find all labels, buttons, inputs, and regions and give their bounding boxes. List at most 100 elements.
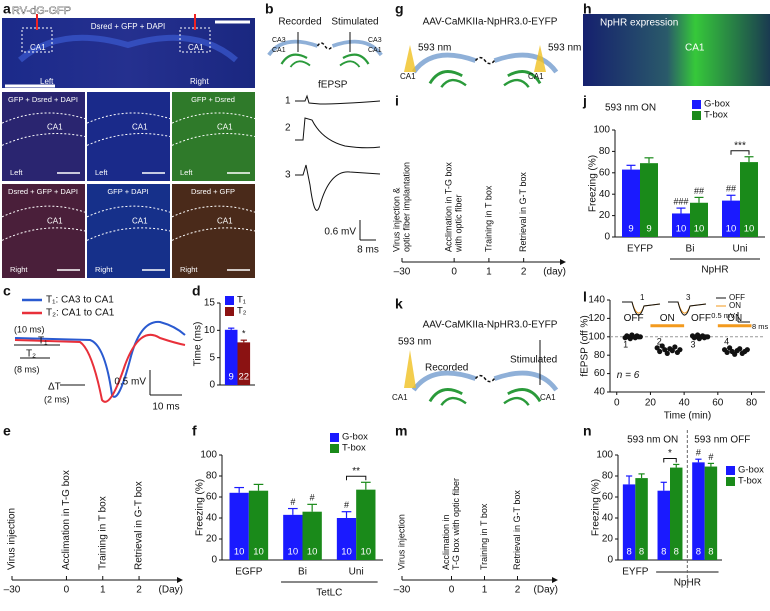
layer-outline xyxy=(1,112,86,124)
label: 2 xyxy=(515,585,521,596)
bar xyxy=(657,490,670,560)
timeline-event: optic fiber implantation xyxy=(401,162,411,252)
y-tick-label: 60 xyxy=(602,492,614,503)
n-label: 10 xyxy=(726,224,737,235)
timeline-arrow xyxy=(560,259,566,265)
label: 0 xyxy=(64,585,70,596)
label: –30 xyxy=(4,585,21,596)
y-tick-label: 10 xyxy=(204,325,216,336)
period-label: ON xyxy=(660,313,675,324)
n-label: 8 xyxy=(639,547,644,558)
bar xyxy=(302,511,322,560)
layer-outline xyxy=(171,205,256,218)
timeline-event: Acclimation in xyxy=(441,514,451,570)
y-tick-label: 60 xyxy=(206,492,218,503)
bar xyxy=(704,466,718,560)
layer-outline xyxy=(171,112,256,124)
hippocampus xyxy=(331,39,383,57)
bar xyxy=(356,489,376,560)
label: 8 ms xyxy=(752,322,769,331)
label: 0.5 mV xyxy=(114,377,146,388)
midline xyxy=(316,42,334,50)
data-point xyxy=(669,348,675,354)
y-tick-label: 0 xyxy=(607,555,613,566)
n-label: 10 xyxy=(253,547,264,558)
period-label: ON xyxy=(727,313,742,324)
significance: ## xyxy=(694,186,704,196)
sample-label: 2 xyxy=(657,337,662,347)
legend-swatch xyxy=(225,296,234,305)
layer-outline xyxy=(86,205,171,218)
hippocampus xyxy=(411,52,477,74)
bar xyxy=(672,213,690,237)
sample-label: 1 xyxy=(623,339,628,349)
x-tick-label: 20 xyxy=(645,398,657,409)
bracket xyxy=(346,475,367,481)
label: Right xyxy=(180,265,198,274)
significance: # xyxy=(290,497,295,507)
label: Dsred + GFP + DAPI xyxy=(91,22,166,31)
y-tick-label: 40 xyxy=(594,387,606,398)
label: 1 xyxy=(482,585,488,596)
label: 2 xyxy=(136,585,142,596)
layer-outline xyxy=(1,227,86,241)
label: CA1 xyxy=(47,123,63,132)
label: 1 xyxy=(486,267,492,278)
timeline-event: Retrieval in G-T box xyxy=(134,481,145,570)
label: RV-dG-Dsred xyxy=(165,5,231,17)
label: (2 ms) xyxy=(44,394,70,404)
label: 593 nm xyxy=(418,43,451,54)
label: Recorded xyxy=(425,363,468,374)
chart-title: 593 nm ON xyxy=(605,103,656,114)
legend-label: T-box xyxy=(342,443,366,454)
trace-t2 xyxy=(14,333,186,403)
n-label: 8 xyxy=(674,547,679,558)
n-label: 10 xyxy=(361,547,372,558)
label: CA1 xyxy=(272,47,286,54)
y-tick-label: 80 xyxy=(602,471,614,482)
timeline-event: with optic fiber xyxy=(453,194,463,253)
label: Right xyxy=(10,265,28,274)
bar xyxy=(640,163,658,237)
panel-letter: k xyxy=(395,296,403,312)
y-tick-label: 140 xyxy=(588,295,605,306)
significance: * xyxy=(242,329,246,339)
section-label: 593 nm OFF xyxy=(694,435,750,446)
timeline-event: Acclimation in T-G box xyxy=(61,470,72,570)
bar xyxy=(722,200,740,237)
micrograph xyxy=(87,92,170,181)
dentate xyxy=(503,396,530,406)
y-tick-label: 60 xyxy=(594,368,606,379)
label: OFF xyxy=(729,293,745,302)
bar xyxy=(237,342,251,385)
label: 2 xyxy=(285,123,291,134)
label: CA1 xyxy=(132,123,148,132)
x-tick-label: EYFP xyxy=(622,567,648,578)
timeline-arrow xyxy=(552,577,558,583)
y-tick-label: 100 xyxy=(588,331,605,342)
layer-outline xyxy=(1,205,86,218)
timeline-event: Retrieval in G-T box xyxy=(512,490,522,570)
section-label: 593 nm ON xyxy=(627,435,678,446)
bar xyxy=(229,492,249,560)
label: (8 ms) xyxy=(14,364,40,374)
label: 1 xyxy=(285,96,291,107)
y-tick-label: 100 xyxy=(593,125,610,136)
n-label: 8 xyxy=(708,547,713,558)
n-label: 9 xyxy=(646,224,651,235)
timeline-event: Training in T box xyxy=(97,496,108,570)
data-point xyxy=(732,351,738,357)
dentate xyxy=(507,388,542,403)
label: CA3 xyxy=(272,37,286,44)
timeline-event: Acclimation in T-G box xyxy=(444,162,454,252)
data-point xyxy=(637,334,643,340)
x-tick-label: EGFP xyxy=(235,567,263,578)
dentate xyxy=(289,60,311,68)
y-tick-label: 60 xyxy=(599,167,611,178)
x-tick-label: 40 xyxy=(679,398,691,409)
dentate xyxy=(428,70,463,85)
n-label: 10 xyxy=(288,547,299,558)
bar xyxy=(740,162,758,237)
dentate xyxy=(503,78,530,88)
label: 1 xyxy=(640,293,645,302)
